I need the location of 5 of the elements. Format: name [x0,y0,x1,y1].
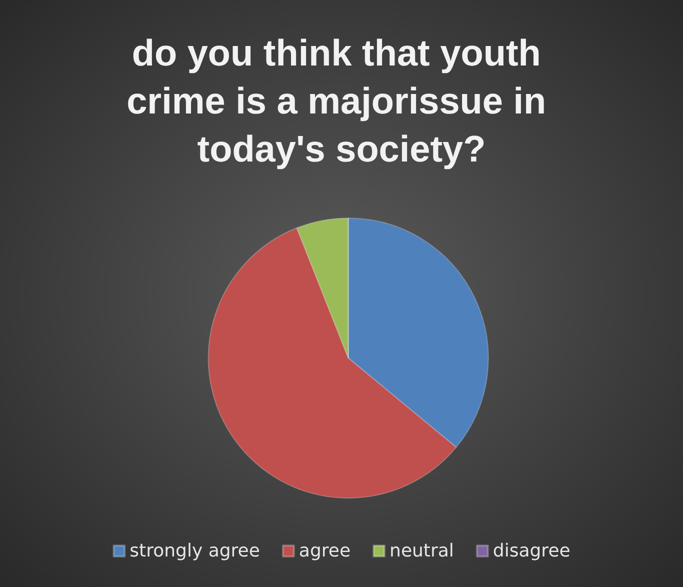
legend-label: strongly agree [130,540,260,562]
legend-label: neutral [390,540,454,562]
chart-title: do you think that youth crime is a majorissue in today's society? [126,32,556,170]
legend-label: disagree [492,540,570,562]
legend-label: agree [298,540,351,562]
